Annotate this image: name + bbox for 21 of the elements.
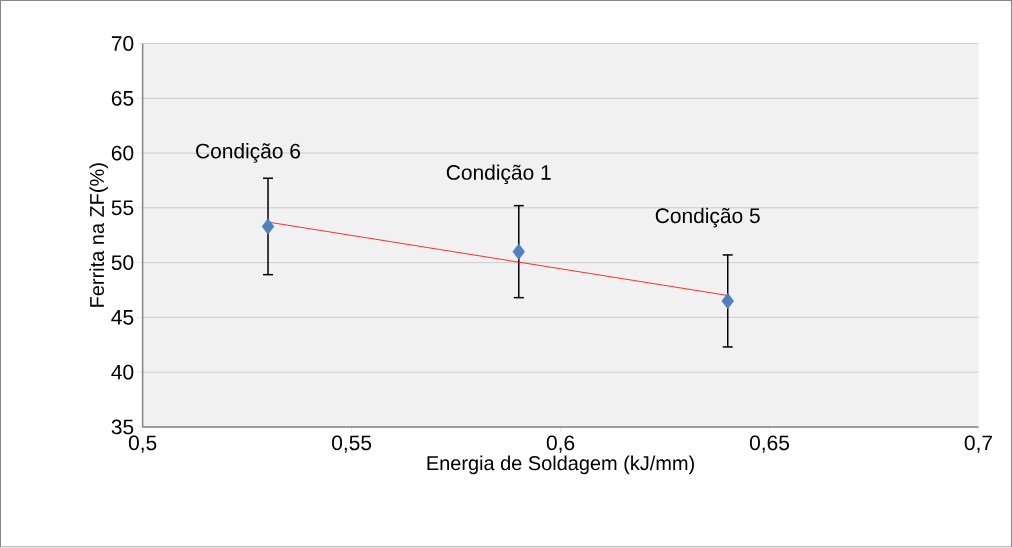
y-tick-label: 40	[111, 364, 134, 380]
x-tick-label: 0,7	[964, 435, 992, 453]
point	[261, 218, 275, 235]
y-tick-label: 65	[111, 91, 134, 106]
x-tick-label: 0,55	[332, 435, 372, 453]
y-tick-label: 45	[111, 310, 134, 325]
x-tick-label: 0,5	[128, 435, 157, 453]
y-tick-label: 55	[111, 200, 134, 216]
y-axis-title: Ferrita na ZF(%)	[89, 163, 108, 307]
annotation: Condição 5	[655, 208, 760, 228]
x-tick-label: 0,6	[546, 435, 575, 453]
annotation: Condição 1	[446, 164, 551, 185]
y-tick-label: 50	[111, 255, 134, 271]
y-tick-label: 70	[111, 36, 134, 52]
x-tick-label: 0,65	[749, 435, 790, 453]
y-tick-label: 35	[111, 419, 134, 435]
annotation: Condição 6	[196, 143, 301, 163]
point	[721, 292, 734, 310]
y-tick-label: 60	[111, 145, 134, 161]
x-axis-title: Energia de Soldagem (kJ/mm)	[427, 455, 694, 475]
point	[512, 243, 525, 261]
